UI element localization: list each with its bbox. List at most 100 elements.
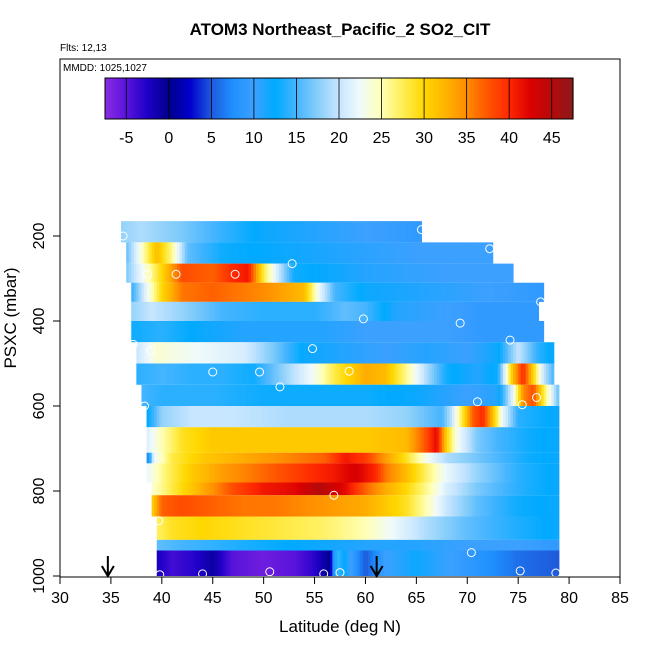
heatmap-cell bbox=[332, 539, 336, 551]
heatmap-cell bbox=[243, 282, 247, 302]
heatmap-cell bbox=[238, 263, 242, 283]
heatmap-cell bbox=[342, 550, 346, 576]
heatmap-cell bbox=[536, 384, 540, 406]
heatmap-cell bbox=[502, 539, 506, 551]
heatmap-cell bbox=[380, 550, 384, 576]
heatmap-cell bbox=[508, 263, 512, 283]
heatmap-cell bbox=[334, 301, 338, 322]
heatmap-cell bbox=[368, 463, 372, 483]
heatmap-cell bbox=[462, 321, 466, 343]
heatmap-cell bbox=[271, 495, 275, 517]
heatmap-cell bbox=[467, 384, 471, 406]
heatmap-cell bbox=[538, 516, 542, 540]
heatmap-cell bbox=[350, 550, 354, 576]
heatmap-cell bbox=[174, 263, 178, 283]
heatmap-cell bbox=[189, 384, 193, 406]
heatmap-cell bbox=[238, 221, 242, 243]
heatmap-cell bbox=[462, 363, 466, 385]
heatmap-cell bbox=[362, 263, 366, 283]
heatmap-cell bbox=[289, 550, 293, 576]
heatmap-cell bbox=[352, 495, 356, 517]
heatmap-cell bbox=[345, 452, 349, 464]
heatmap-cell bbox=[212, 452, 216, 464]
sample-marker bbox=[319, 569, 329, 579]
heatmap-cell bbox=[431, 550, 435, 576]
heatmap-cell bbox=[548, 452, 552, 464]
heatmap-cell bbox=[408, 516, 412, 540]
heatmap-cell bbox=[533, 539, 537, 551]
heatmap-cell bbox=[161, 221, 165, 243]
heatmap-cell bbox=[477, 482, 481, 496]
heatmap-cell bbox=[495, 342, 499, 364]
heatmap-cell bbox=[276, 342, 280, 364]
x-tick-label: 45 bbox=[204, 590, 222, 607]
heatmap-cell bbox=[342, 301, 346, 322]
heatmap-cell bbox=[156, 221, 160, 243]
heatmap-cell bbox=[154, 406, 158, 428]
heatmap-cell bbox=[194, 363, 198, 385]
heatmap-cell bbox=[263, 221, 267, 243]
heatmap-cell bbox=[222, 495, 226, 517]
heatmap-cell bbox=[439, 516, 443, 540]
heatmap-cell bbox=[508, 282, 512, 302]
heatmap-cell bbox=[449, 406, 453, 428]
heatmap-cell bbox=[337, 516, 341, 540]
heatmap-cell bbox=[322, 282, 326, 302]
heatmap-cell bbox=[467, 516, 471, 540]
heatmap-cell bbox=[317, 384, 321, 406]
heatmap-cell bbox=[469, 482, 473, 496]
heatmap-cell bbox=[240, 321, 244, 343]
heatmap-cell bbox=[357, 452, 361, 464]
heatmap-cell bbox=[289, 539, 293, 551]
heatmap-cell bbox=[215, 516, 219, 540]
colorbar-swatch bbox=[113, 78, 117, 119]
heatmap-cell bbox=[172, 406, 176, 428]
heatmap-cell bbox=[426, 516, 430, 540]
heatmap-cell bbox=[334, 516, 338, 540]
colorbar-swatch bbox=[436, 78, 440, 119]
heatmap-cell bbox=[278, 452, 282, 464]
heatmap-cell bbox=[329, 463, 333, 483]
heatmap-cell bbox=[245, 406, 249, 428]
heatmap-cell bbox=[365, 282, 369, 302]
heatmap-cell bbox=[355, 363, 359, 385]
heatmap-cell bbox=[500, 516, 504, 540]
heatmap-cell bbox=[192, 282, 196, 302]
heatmap-cell bbox=[217, 406, 221, 428]
heatmap-cell bbox=[299, 463, 303, 483]
heatmap-cell bbox=[273, 452, 277, 464]
heatmap-cell bbox=[459, 342, 463, 364]
heatmap-cell bbox=[431, 321, 435, 343]
heatmap-cell bbox=[146, 342, 150, 364]
heatmap-cell bbox=[480, 495, 484, 517]
heatmap-cell bbox=[469, 516, 473, 540]
heatmap-cell bbox=[408, 363, 412, 385]
heatmap-cell bbox=[403, 406, 407, 428]
heatmap-cell bbox=[317, 516, 321, 540]
heatmap-cell bbox=[261, 301, 265, 322]
heatmap-cell bbox=[144, 263, 148, 283]
heatmap-cell bbox=[454, 406, 458, 428]
heatmap-cell bbox=[169, 263, 173, 283]
heatmap-cell bbox=[334, 427, 338, 453]
heatmap-cell bbox=[373, 321, 377, 343]
heatmap-cell bbox=[352, 482, 356, 496]
heatmap-cell bbox=[273, 482, 277, 496]
heatmap-cell bbox=[350, 263, 354, 283]
heatmap-cell bbox=[396, 321, 400, 343]
heatmap-cell bbox=[385, 482, 389, 496]
heatmap-cell bbox=[439, 282, 443, 302]
heatmap-cell bbox=[294, 321, 298, 343]
heatmap-cell bbox=[278, 221, 282, 243]
heatmap-cell bbox=[403, 539, 407, 551]
heatmap-cell bbox=[230, 463, 234, 483]
heatmap-cell bbox=[426, 463, 430, 483]
heatmap-cell bbox=[271, 342, 275, 364]
heatmap-cell bbox=[235, 263, 239, 283]
heatmap-cell bbox=[497, 406, 501, 428]
heatmap-cell bbox=[192, 539, 196, 551]
heatmap-cell bbox=[268, 282, 272, 302]
heatmap-cell bbox=[340, 406, 344, 428]
heatmap-cell bbox=[210, 342, 214, 364]
colorbar-swatch bbox=[530, 78, 534, 119]
